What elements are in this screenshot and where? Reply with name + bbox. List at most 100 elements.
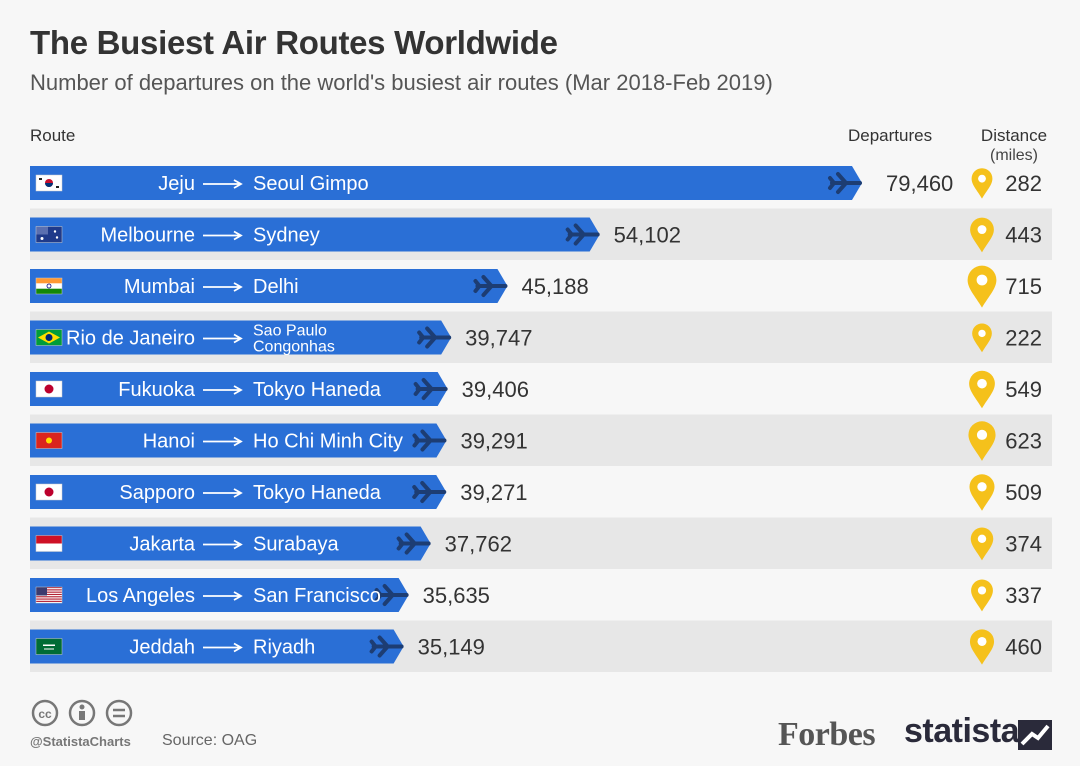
svg-text:cc: cc bbox=[38, 707, 52, 721]
distance-value-label: 715 bbox=[1005, 274, 1042, 299]
departures-value-label: 35,149 bbox=[418, 635, 485, 660]
route-arrow-icon bbox=[203, 591, 243, 601]
distance-value-label: 374 bbox=[1005, 532, 1042, 557]
departures-value-label: 39,406 bbox=[462, 377, 529, 402]
plane-icon bbox=[413, 378, 448, 400]
route-row: Melbourne Sydney 54,102 443 bbox=[30, 208, 1052, 260]
no-derivatives-icon bbox=[105, 699, 133, 727]
distance-value-label: 623 bbox=[1005, 429, 1042, 454]
location-pin-icon bbox=[971, 168, 993, 199]
plane-icon bbox=[412, 429, 447, 452]
distance-value-label: 337 bbox=[1005, 583, 1042, 608]
location-pin-icon bbox=[969, 474, 995, 511]
distance-label: Distance bbox=[980, 126, 1048, 145]
departures-value-label: 79,460 bbox=[886, 171, 953, 196]
route-arrow-icon bbox=[203, 436, 243, 447]
bar-chart: Jeju Seoul Gimpo 79,460 282 Melbourne Sydney 5… bbox=[30, 166, 1052, 672]
departures-value-label: 39,747 bbox=[465, 326, 532, 351]
location-pin-icon bbox=[968, 421, 996, 461]
route-origin: Mumbai bbox=[124, 276, 195, 298]
creative-commons-icons: cc bbox=[30, 698, 140, 735]
route-arrow-icon bbox=[203, 230, 243, 241]
location-pin-icon bbox=[970, 527, 994, 561]
plane-icon bbox=[565, 223, 600, 246]
location-pin-icon bbox=[969, 370, 995, 409]
route-row: Hanoi Ho Chi Minh City 39,291 623 bbox=[30, 414, 1052, 466]
pin-hole bbox=[976, 429, 988, 440]
route-row: Fukuoka Tokyo Haneda 39,406 549 bbox=[30, 370, 1042, 409]
route-row: Jeju Seoul Gimpo 79,460 282 bbox=[30, 166, 1042, 200]
distance-value-label: 282 bbox=[1005, 171, 1042, 196]
route-origin: Jeju bbox=[158, 173, 195, 195]
distance-value-label: 443 bbox=[1005, 223, 1042, 248]
route-row: Mumbai Delhi 45,188 715 bbox=[30, 265, 1042, 308]
route-destination: Riyadh bbox=[253, 637, 315, 659]
pin-hole bbox=[976, 274, 988, 286]
distance-column-header: Distance (miles) bbox=[974, 126, 1054, 166]
departures-bar bbox=[30, 269, 508, 303]
statista-logo: statista bbox=[904, 712, 1020, 750]
plane-icon bbox=[369, 635, 404, 658]
route-origin: Sapporo bbox=[119, 482, 195, 504]
route-origin: Jeddah bbox=[129, 637, 195, 659]
pin-hole bbox=[977, 482, 987, 492]
route-destination: Delhi bbox=[253, 276, 299, 298]
plane-icon bbox=[473, 275, 508, 297]
route-arrow-icon bbox=[203, 642, 243, 653]
pin-hole bbox=[977, 636, 987, 646]
route-origin: Melbourne bbox=[100, 225, 195, 247]
departures-bar bbox=[30, 166, 862, 200]
departures-value-label: 45,188 bbox=[521, 274, 588, 299]
departures-bar bbox=[30, 629, 404, 664]
location-pin-icon bbox=[967, 265, 997, 308]
attribution-icon bbox=[68, 699, 96, 727]
source-note: Source: OAG bbox=[162, 732, 258, 749]
location-pin-icon bbox=[971, 579, 993, 612]
plane-icon bbox=[828, 172, 862, 194]
route-destination: Ho Chi Minh City bbox=[253, 431, 403, 453]
route-origin: Jakarta bbox=[129, 534, 195, 556]
route-arrow-icon bbox=[203, 179, 243, 189]
route-destination: Sydney bbox=[253, 225, 320, 247]
route-row: Jeddah Riyadh 35,149 460 bbox=[30, 620, 1052, 672]
route-row: Los Angeles San Francisco 35,635 337 bbox=[30, 578, 1042, 612]
route-destination: Seoul Gimpo bbox=[253, 173, 369, 195]
route-destination: Sao Paulo bbox=[253, 323, 327, 340]
plane-icon bbox=[412, 481, 447, 503]
location-pin-icon bbox=[972, 323, 992, 353]
distance-value-label: 509 bbox=[1005, 480, 1042, 505]
forbes-logo: Forbes bbox=[778, 716, 876, 753]
route-destination: Surabaya bbox=[253, 534, 339, 556]
pin-hole bbox=[977, 225, 987, 235]
location-pin-icon bbox=[970, 217, 994, 253]
departures-value-label: 54,102 bbox=[614, 223, 681, 248]
departures-value-label: 35,635 bbox=[423, 583, 490, 608]
plane-icon bbox=[396, 532, 431, 555]
departures-bar bbox=[30, 578, 409, 612]
departures-value-label: 39,271 bbox=[460, 480, 527, 505]
route-arrow-icon bbox=[203, 282, 243, 292]
pin-hole bbox=[977, 586, 987, 595]
departures-column-header: Departures bbox=[848, 126, 933, 145]
route-destination: San Francisco bbox=[253, 585, 381, 607]
pin-hole bbox=[977, 378, 987, 389]
pin-hole bbox=[977, 534, 987, 544]
departures-bar bbox=[30, 217, 600, 252]
route-arrow-icon bbox=[203, 333, 243, 344]
route-arrow-icon bbox=[203, 385, 243, 395]
distance-value-label: 222 bbox=[1005, 326, 1042, 351]
route-arrow-icon bbox=[203, 488, 243, 498]
plane-icon bbox=[417, 326, 452, 349]
route-destination: Tokyo Haneda bbox=[253, 482, 382, 504]
statista-mark-icon bbox=[1018, 720, 1052, 750]
pin-hole bbox=[978, 174, 986, 183]
location-pin-icon bbox=[969, 629, 995, 665]
chart-title: The Busiest Air Routes Worldwide bbox=[30, 24, 558, 61]
route-origin: Hanoi bbox=[143, 431, 195, 453]
departures-value-label: 37,762 bbox=[445, 532, 512, 557]
route-origin: Los Angeles bbox=[86, 585, 195, 607]
distance-value-label: 549 bbox=[1005, 377, 1042, 402]
plane-icon bbox=[374, 584, 409, 606]
route-row: Sapporo Tokyo Haneda 39,271 509 bbox=[30, 474, 1042, 511]
